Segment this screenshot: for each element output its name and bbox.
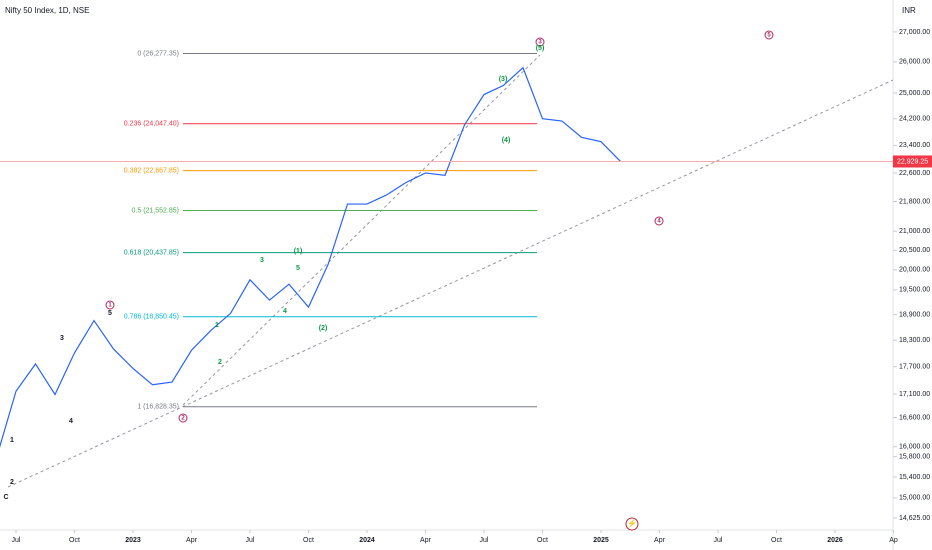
x-tick-label: 2023 — [125, 537, 141, 544]
y-tick-label: 16,000.00 — [899, 444, 930, 451]
wave-label: (4) — [502, 137, 511, 144]
y-tick-label: 19,500.00 — [899, 287, 930, 294]
wave-label: 4 — [283, 308, 287, 315]
trend-line — [182, 54, 541, 406]
price-line — [0, 66, 621, 448]
wave-label: (5) — [536, 45, 545, 52]
x-tick-label: 2026 — [827, 537, 843, 544]
fib-label: 0.382 (22,667.85) — [124, 167, 179, 174]
currency: INR — [902, 6, 916, 15]
wave-label: 4 — [69, 418, 73, 425]
wave-label: 4 — [657, 219, 661, 225]
wave-label: 3 — [60, 335, 64, 342]
wave-label: C — [3, 494, 8, 501]
wave-label: 5 — [108, 310, 112, 317]
wave-circle — [764, 30, 774, 40]
wave-label: 1 — [215, 322, 219, 329]
y-tick-label: 20,500.00 — [899, 247, 930, 254]
y-tick-label: 15,800.00 — [899, 454, 930, 461]
y-tick-label: 17,100.00 — [899, 391, 930, 398]
y-tick-label: 16,600.00 — [899, 414, 930, 421]
fib-label: 0.236 (24,047.40) — [124, 121, 179, 128]
x-tick-label: Oct — [537, 537, 548, 544]
wave-label: (3) — [499, 76, 508, 83]
chart-title: Nifty 50 Index, 1D, NSE — [5, 6, 89, 15]
x-tick-label: Oct — [303, 537, 314, 544]
wave-circle — [535, 37, 545, 47]
fib-label: 0.5 (21,552.85) — [132, 207, 179, 214]
x-tick-label: Apr — [654, 537, 666, 544]
y-tick-label: 21,800.00 — [899, 198, 930, 205]
fib-label: 0.618 (20,437.85) — [124, 249, 179, 256]
y-tick-label: 18,900.00 — [899, 312, 930, 319]
y-tick-label: 26,000.00 — [899, 59, 930, 66]
wave-label: (1) — [294, 248, 303, 255]
x-tick-label: 2024 — [359, 537, 375, 544]
y-tick-label: 25,000.00 — [899, 90, 930, 97]
x-tick-label: Apr — [186, 537, 198, 544]
y-tick-label: 15,400.00 — [899, 474, 930, 481]
y-tick-label: 22,600.00 — [899, 170, 930, 177]
trend-line — [7, 79, 894, 488]
y-tick-label: 27,000.00 — [899, 29, 930, 36]
event-icon[interactable] — [625, 517, 639, 531]
fib-label: 0.786 (18,850.45) — [124, 314, 179, 321]
wave-circle — [178, 413, 188, 423]
y-tick-label: 18,300.00 — [899, 337, 930, 344]
x-tick-label: Apr — [420, 537, 432, 544]
last-price-label: 22,929.25 — [897, 158, 928, 165]
wave-label: 1 — [10, 437, 14, 444]
y-tick-label: 17,700.00 — [899, 364, 930, 371]
wave-label: 2 — [181, 416, 185, 422]
wave-label: (2) — [319, 325, 328, 332]
wave-circle — [654, 216, 664, 226]
x-tick-label: Jul — [12, 537, 21, 544]
x-tick-label: Ap — [889, 537, 898, 544]
x-tick-label: Jul — [246, 537, 255, 544]
wave-label: 2 — [10, 479, 14, 486]
y-tick-label: 24,200.00 — [899, 116, 930, 123]
x-tick-label: Jul — [714, 537, 723, 544]
x-tick-label: Oct — [69, 537, 80, 544]
wave-label: 3 — [260, 257, 264, 264]
wave-label: 1 — [108, 303, 112, 309]
y-tick-label: 20,000.00 — [899, 267, 930, 274]
y-tick-label: 15,000.00 — [899, 495, 930, 502]
y-tick-label: 14,625.00 — [899, 515, 930, 522]
wave-label: 5 — [296, 265, 300, 272]
fib-label: 0 (26,277.35) — [137, 50, 179, 57]
y-tick-label: 23,400.00 — [899, 142, 930, 149]
wave-circle — [105, 300, 115, 310]
wave-label: 5 — [767, 33, 771, 39]
x-tick-label: Oct — [771, 537, 782, 544]
x-tick-label: Jul — [480, 537, 489, 544]
fib-label: 1 (16,828.35) — [137, 404, 179, 411]
x-tick-label: 2025 — [593, 537, 609, 544]
event-icon-glyph: ⚡ — [627, 518, 637, 528]
wave-label: 2 — [218, 359, 222, 366]
last-price-box — [893, 155, 932, 168]
wave-label: 3 — [538, 40, 542, 46]
y-tick-label: 21,000.00 — [899, 228, 930, 235]
